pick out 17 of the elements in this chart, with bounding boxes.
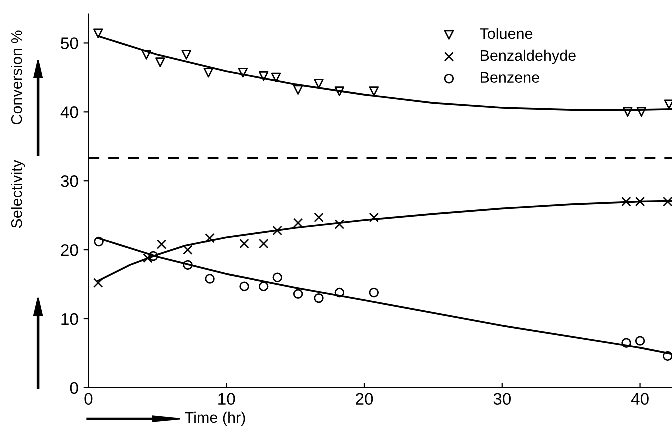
y-axis-title: Selectivity <box>11 160 26 228</box>
y-tick-label: 30 <box>61 176 78 188</box>
legend-label: Benzene <box>481 72 540 83</box>
y-tick-label: 10 <box>62 313 78 326</box>
x-tick-label: 10 <box>218 393 236 406</box>
x-tick-label: 0 <box>84 393 93 406</box>
y-tick-label: 40 <box>60 106 78 118</box>
y-tick-label: 20 <box>61 244 78 256</box>
text: Conversion % <box>11 30 22 125</box>
legend-label: Benzaldehyde <box>481 50 576 64</box>
y-tick-label: 50 <box>61 38 78 50</box>
x-tick-label: 20 <box>356 393 374 406</box>
x-axis-title: Time (hr) <box>185 412 246 426</box>
legend-label: Toluene <box>480 28 533 40</box>
x-tick-label: 30 <box>494 393 512 406</box>
y-tick-label: 0 <box>70 382 78 394</box>
x-tick-label: 40 <box>631 393 649 406</box>
